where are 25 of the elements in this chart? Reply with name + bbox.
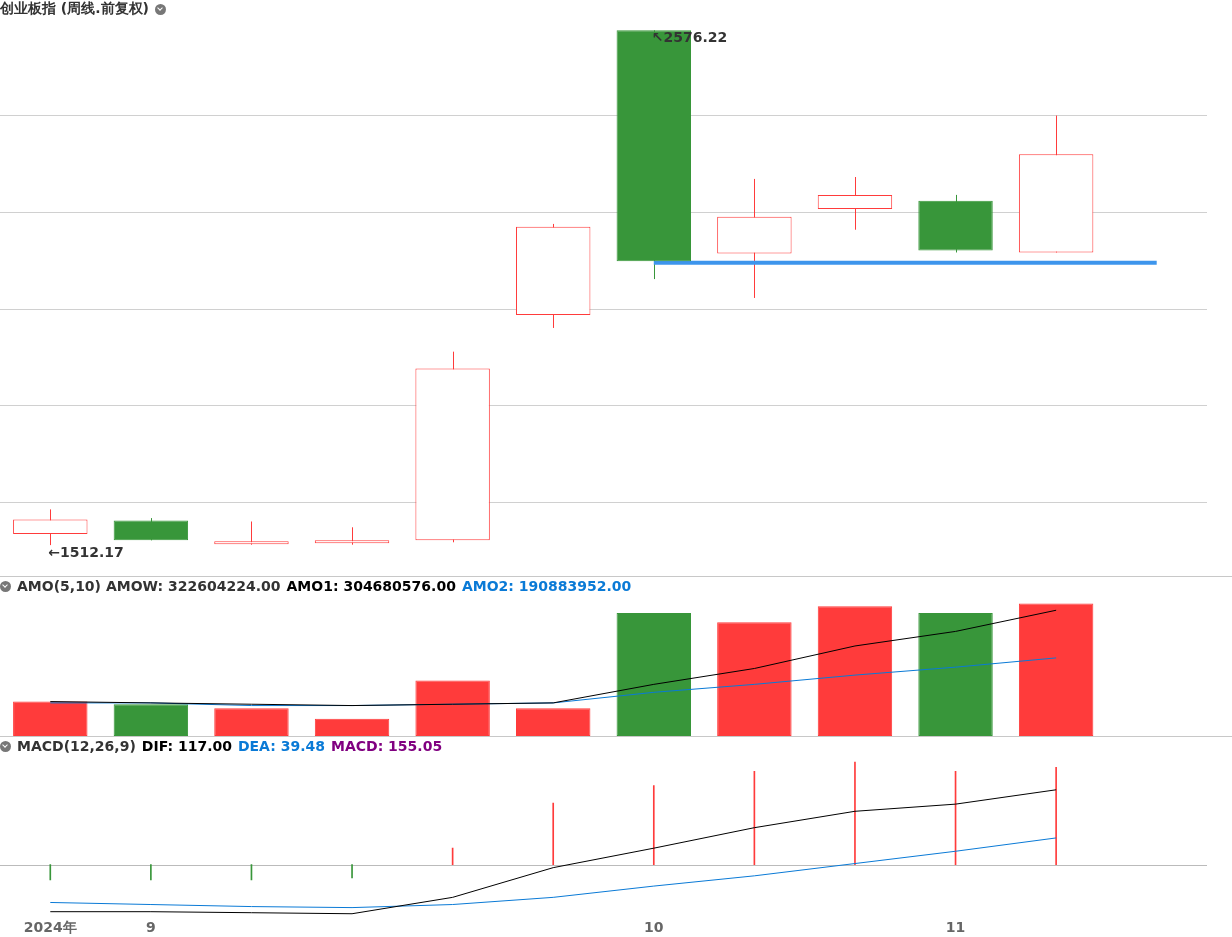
bar [214, 708, 289, 736]
bar [113, 704, 189, 736]
bar [415, 680, 490, 736]
chart-title: AMO(5,10) AMOW: 322604224.00 [17, 578, 281, 594]
bar [918, 612, 993, 736]
text: DIF: 117.00 [141, 738, 232, 754]
x-tick-label: 11 [945, 919, 966, 936]
bar [515, 708, 591, 736]
chart-title: 创业板指 (周线.前复权) [0, 0, 149, 18]
x-tick-label: 2024年 [23, 919, 77, 936]
candlestick [214, 520, 289, 546]
text: AMO1: 304680576.00 [286, 578, 456, 594]
bar [1018, 603, 1094, 736]
annotation: ←1512.17 [48, 543, 124, 560]
bar [13, 701, 88, 736]
bar [717, 622, 792, 736]
bar [314, 718, 390, 736]
x-tick-label: 10 [644, 919, 664, 936]
bar [616, 612, 692, 736]
chart-title: MACD(12,26,9) [17, 738, 136, 754]
text: MACD: 155.05 [330, 738, 443, 754]
text: DEA: 39.48 [237, 738, 325, 754]
x-tick-label: 9 [146, 919, 156, 936]
bar [817, 606, 893, 736]
text: AMO2: 190883952.00 [461, 578, 632, 594]
